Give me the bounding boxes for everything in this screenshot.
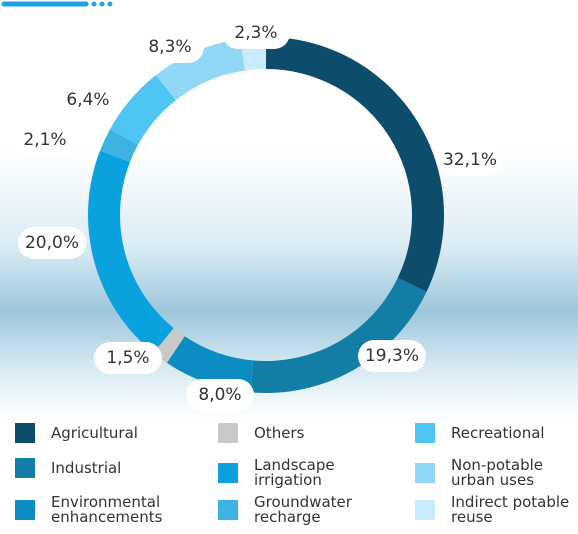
- legend-swatch: [15, 423, 35, 443]
- label-pill: [18, 227, 86, 259]
- legend-item: Indirect potable reuse: [415, 495, 571, 525]
- decor-dot: [107, 1, 113, 7]
- legend-label: Others: [254, 423, 305, 442]
- data-label: 32,1%: [443, 150, 497, 170]
- label-pill: [222, 17, 290, 49]
- legend-item: Industrial: [15, 458, 171, 478]
- slice: [250, 277, 427, 393]
- legend-swatch: [15, 500, 35, 520]
- data-label: 20,0%: [25, 233, 79, 253]
- slice: [110, 75, 176, 145]
- legend-item: Non-potable urban uses: [415, 458, 571, 488]
- legend-label: Groundwater recharge: [254, 493, 352, 526]
- legend-label: Non-potable urban uses: [451, 456, 544, 489]
- label-pill: [94, 342, 162, 374]
- legend-swatch: [415, 463, 435, 483]
- legend-swatch: [218, 423, 238, 443]
- label-pill: [11, 124, 79, 156]
- data-label: 8,0%: [198, 385, 241, 405]
- legend-label: Industrial: [51, 458, 122, 477]
- data-label: 2,3%: [234, 23, 277, 43]
- decor-dot: [91, 1, 97, 7]
- data-label: 6,4%: [66, 90, 109, 110]
- decor-dot: [99, 1, 105, 7]
- slice: [88, 150, 174, 353]
- legend-label: Recreational: [451, 423, 545, 442]
- legend-label: Environmental enhancements: [51, 493, 163, 526]
- label-pill: [436, 144, 504, 176]
- slice: [156, 38, 245, 101]
- legend-swatch: [218, 500, 238, 520]
- label-pill: [358, 340, 426, 372]
- label-pill: [136, 31, 204, 63]
- legend-label: Landscape irrigation: [254, 456, 335, 489]
- label-pill: [186, 379, 254, 411]
- data-label: 19,3%: [365, 346, 419, 366]
- legend: Agricultural Industrial Environmental enha…: [0, 418, 578, 534]
- data-label: 2,1%: [23, 130, 66, 150]
- legend-item: Landscape irrigation: [218, 458, 374, 488]
- legend-swatch: [15, 458, 35, 478]
- legend-swatch: [218, 463, 238, 483]
- legend-label: Indirect potable reuse: [451, 493, 570, 526]
- legend-item: Groundwater recharge: [218, 495, 374, 525]
- slice: [100, 129, 139, 163]
- data-label: 8,3%: [148, 37, 191, 57]
- slice: [166, 336, 254, 393]
- legend-item: Environmental enhancements: [15, 495, 171, 525]
- legend-item: Others: [218, 423, 374, 443]
- legend-label: Agricultural: [51, 423, 138, 442]
- data-label: 1,5%: [106, 348, 149, 368]
- slice: [266, 37, 444, 292]
- legend-swatch: [415, 423, 435, 443]
- legend-swatch: [415, 500, 435, 520]
- legend-item: Agricultural: [15, 423, 171, 443]
- legend-item: Recreational: [415, 423, 571, 443]
- label-pill: [54, 84, 122, 116]
